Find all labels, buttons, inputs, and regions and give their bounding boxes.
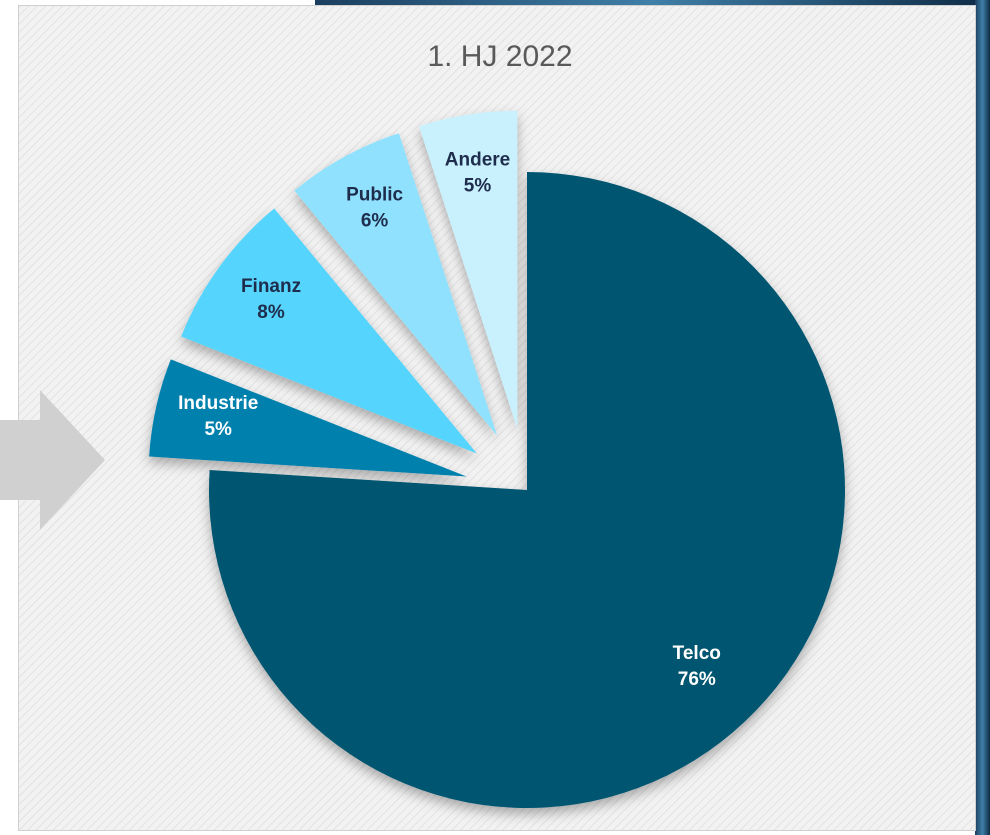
chart-title: 1. HJ 2022: [427, 40, 572, 73]
background-image: [975, 0, 990, 835]
value-label: 76%: [678, 669, 716, 690]
category-label: Andere: [445, 149, 510, 170]
category-label: Industrie: [178, 393, 258, 414]
category-label: Telco: [673, 643, 721, 664]
chart: 1. HJ 2022 Telco 76% Industrie 5% Finanz 8% Pu…: [0, 0, 990, 835]
value-label: 5%: [464, 175, 492, 196]
value-label: 6%: [361, 211, 389, 232]
value-label: 5%: [204, 419, 232, 440]
category-label: Finanz: [241, 276, 301, 297]
category-label: Public: [346, 185, 403, 206]
page: 1. HJ 2022 Telco 76% Industrie 5% Finanz 8% Pu…: [0, 0, 990, 835]
value-label: 8%: [257, 302, 285, 323]
